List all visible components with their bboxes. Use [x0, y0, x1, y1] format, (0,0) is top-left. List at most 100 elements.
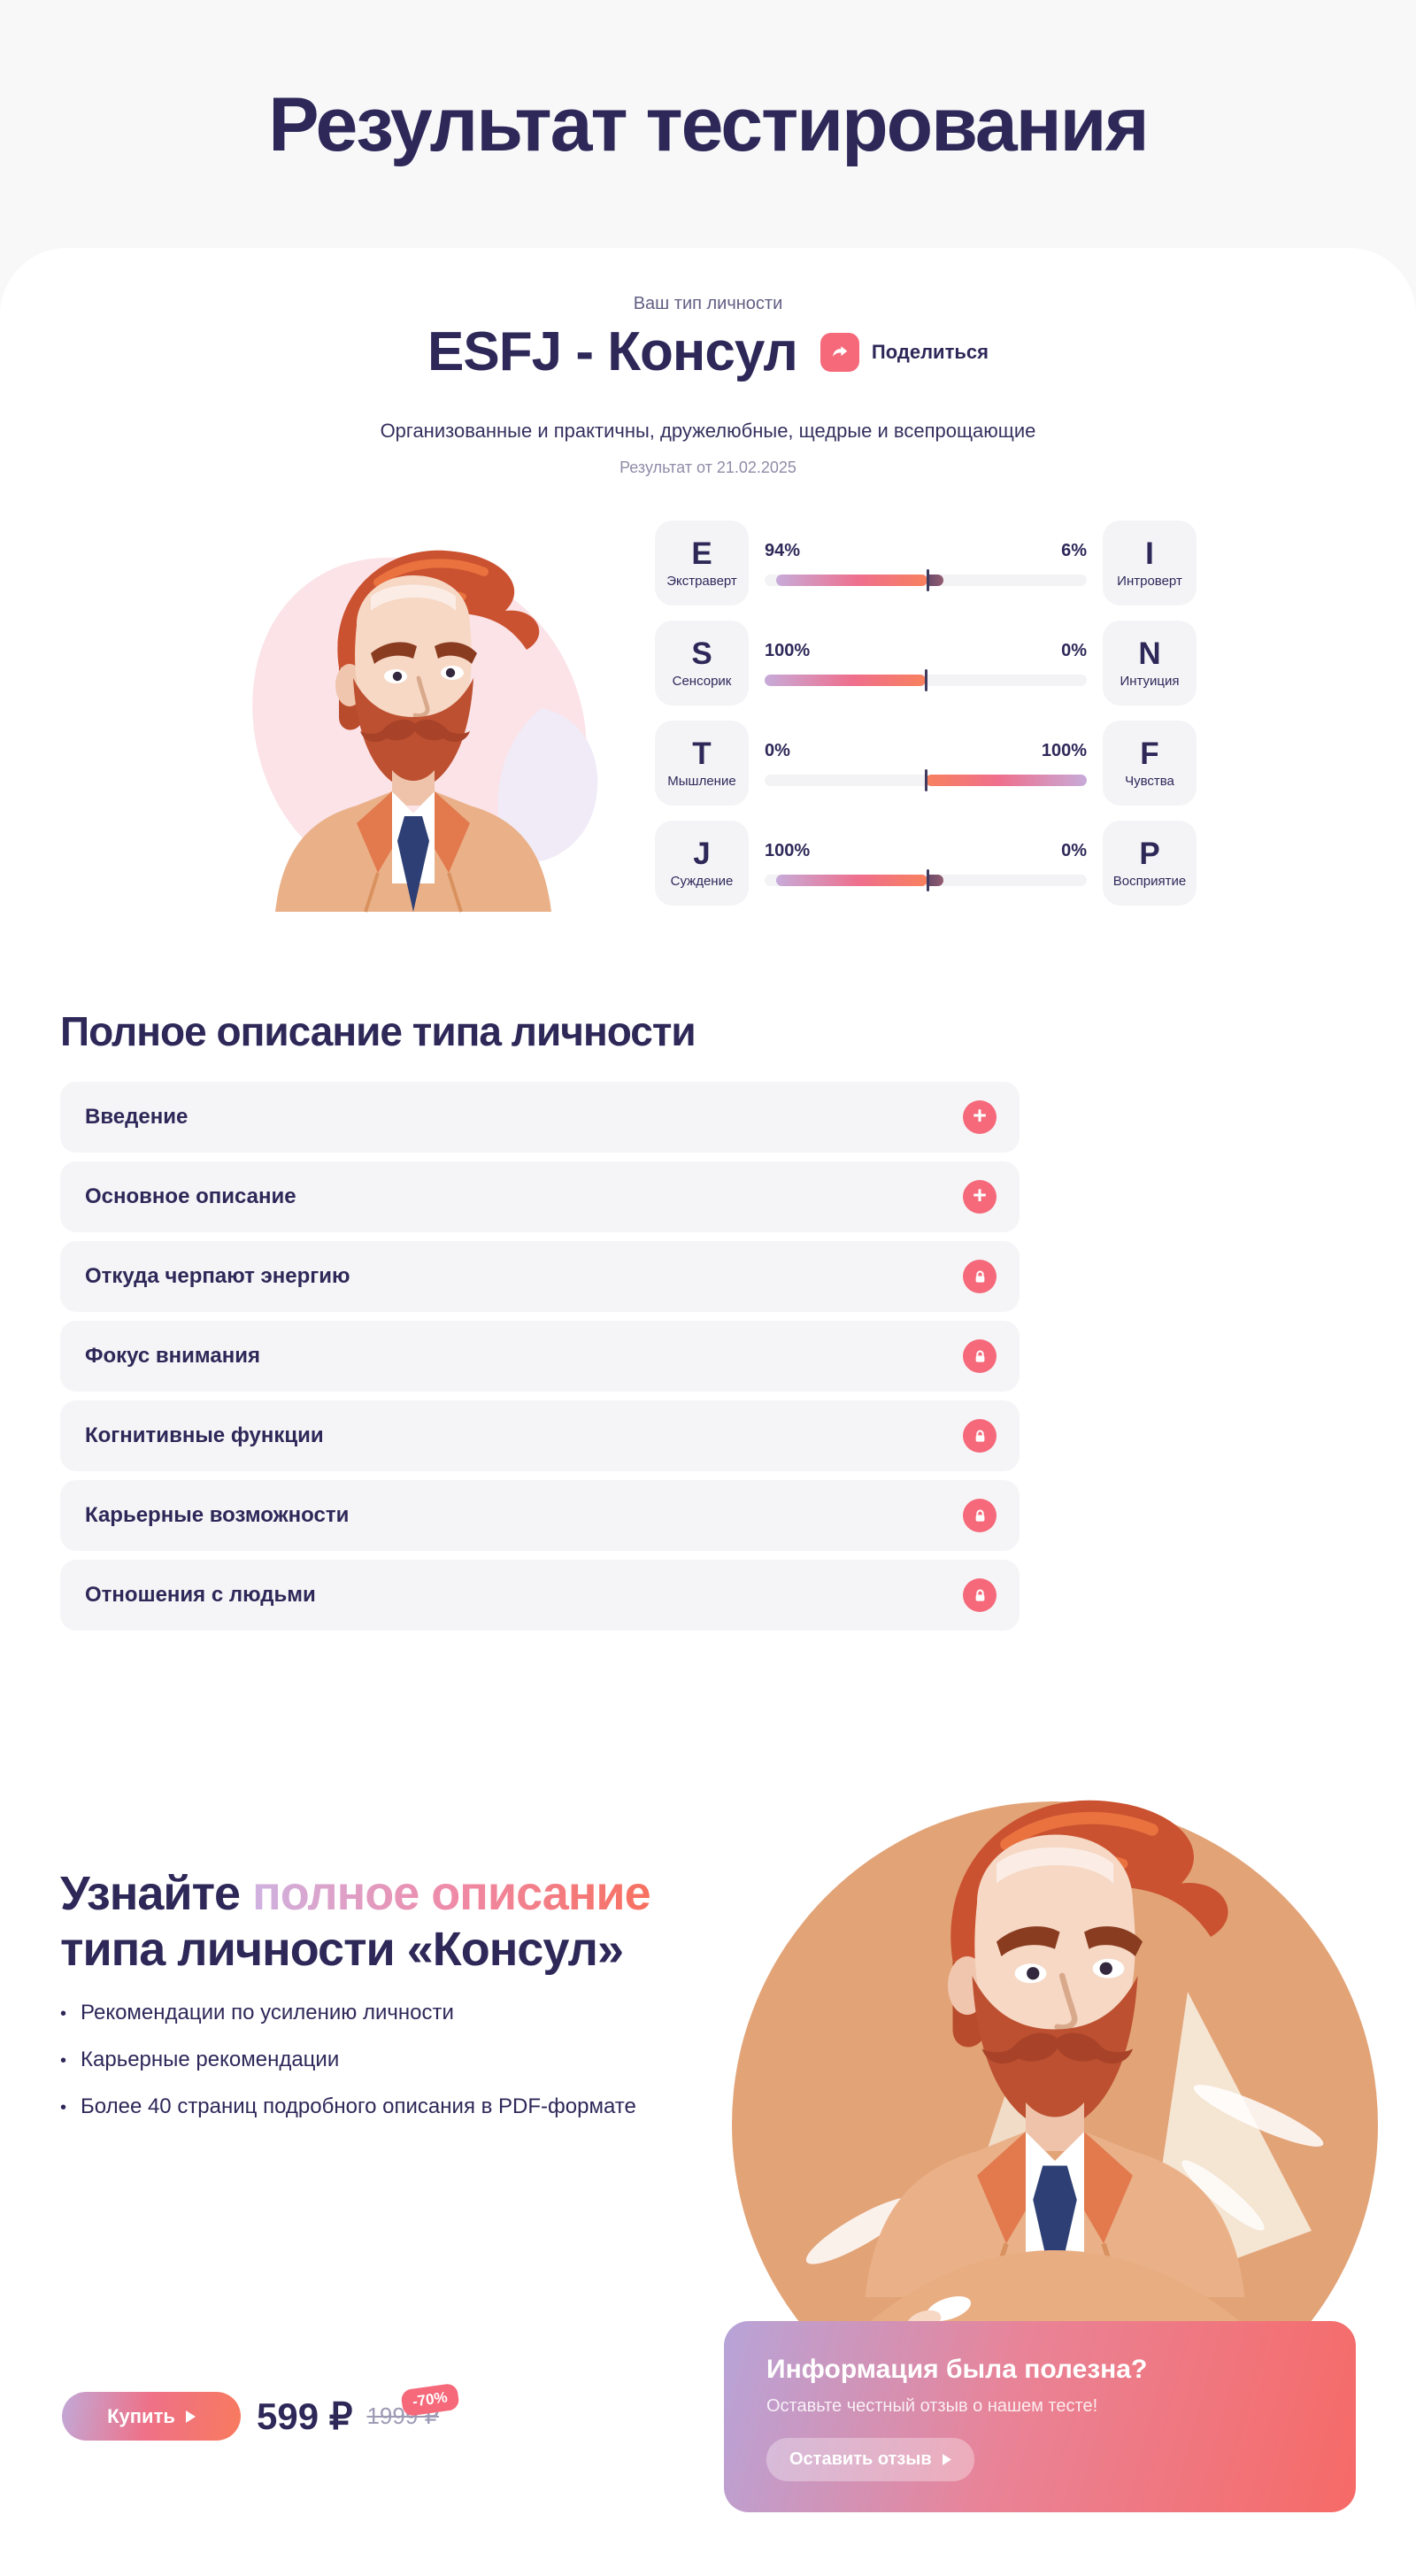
accordion-row[interactable]: Введение +: [60, 1082, 1020, 1153]
trait-bar-cap: [927, 874, 943, 886]
cta-heading-part2: типа личности «Консул»: [60, 1923, 624, 1977]
trait-left-card: E Экстраверт: [655, 521, 749, 605]
accordion-row[interactable]: Карьерные возможности: [60, 1480, 1020, 1551]
trait-bar-fill: [926, 774, 1087, 786]
trait-left-letter: T: [692, 736, 712, 771]
trait-bar-area: 100% 0%: [765, 840, 1087, 891]
trait-left-card: T Мышление: [655, 721, 749, 806]
trait-left-label: Сенсорик: [672, 673, 732, 689]
trait-right-percent: 6%: [1061, 540, 1087, 560]
trait-bar: [765, 568, 1087, 591]
trait-bar-tick: [926, 568, 929, 591]
accordion-row[interactable]: Основное описание +: [60, 1161, 1020, 1232]
trait-right-letter: P: [1139, 836, 1160, 871]
description-accordion: Введение + Основное описание + Откуда че…: [60, 1082, 1020, 1639]
trait-right-card: F Чувства: [1103, 721, 1197, 806]
trait-right-percent: 0%: [1061, 640, 1087, 660]
leave-review-label: Оставить отзыв: [789, 2449, 932, 2469]
bullet-dot-icon: •: [60, 2098, 67, 2117]
cta-bullet-item: • Карьерные рекомендации: [60, 2048, 636, 2072]
trait-right-card: P Восприятие: [1103, 821, 1197, 906]
trait-right-label: Восприятие: [1112, 873, 1187, 889]
trait-right-letter: I: [1145, 536, 1154, 571]
buy-button[interactable]: Купить: [62, 2392, 241, 2441]
cta-heading-highlight: полное описание: [252, 1867, 651, 1920]
trait-right-percent: 0%: [1061, 840, 1087, 860]
page-title: Результат тестирования: [268, 82, 1150, 167]
trait-right-label: Интроверт: [1117, 573, 1182, 589]
expand-plus-icon[interactable]: +: [963, 1100, 997, 1134]
result-card: Ваш тип личности ESFJ - Консул Поделитьс…: [0, 248, 1416, 2576]
trait-row: E Экстраверт 94% 6% I Интроверт: [655, 521, 1197, 605]
accordion-title: Карьерные возможности: [85, 1503, 350, 1527]
trait-bar-tick: [926, 868, 929, 891]
accordion-title: Введение: [85, 1105, 189, 1129]
feedback-heading: Информация была полезна?: [766, 2355, 1148, 2384]
accordion-row[interactable]: Откуда черпают энергию: [60, 1241, 1020, 1312]
share-label: Поделиться: [871, 340, 989, 363]
expand-plus-icon[interactable]: +: [963, 1180, 997, 1214]
accordion-row[interactable]: Фокус внимания: [60, 1321, 1020, 1392]
trait-bar-area: 0% 100%: [765, 740, 1087, 791]
buy-button-label: Купить: [107, 2404, 175, 2427]
accordion-title: Отношения с людьми: [85, 1583, 316, 1607]
bullet-dot-icon: •: [60, 2051, 67, 2071]
lock-icon[interactable]: [963, 1339, 997, 1373]
trait-row: S Сенсорик 100% 0% N Интуиция: [655, 621, 1197, 706]
lock-icon[interactable]: [963, 1499, 997, 1532]
trait-bar-fill: [775, 874, 927, 886]
cta-section: Узнайте полное описание типа личности «К…: [0, 1735, 1416, 2576]
type-subtitle: Организованные и практичны, дружелюбные,…: [380, 420, 1036, 442]
trait-left-percent: 94%: [765, 540, 801, 560]
trait-bar: [765, 768, 1087, 791]
cta-bullet-text: Рекомендации по усилению личности: [81, 2001, 454, 2025]
cta-bullet-item: • Рекомендации по усилению личности: [60, 2001, 636, 2025]
avatar-illustration: [205, 513, 621, 921]
trait-row: J Суждение 100% 0% P Восприятие: [655, 821, 1197, 906]
cta-bullet-text: Карьерные рекомендации: [81, 2048, 340, 2071]
trait-left-label: Экстраверт: [666, 573, 737, 589]
trait-left-percent: 100%: [765, 840, 811, 860]
trait-right-label: Интуиция: [1120, 673, 1180, 689]
trait-bar-tick: [925, 768, 927, 791]
share-button[interactable]: Поделиться: [820, 332, 989, 372]
cta-bullet-text: Более 40 страниц подробного описания в P…: [81, 2094, 636, 2118]
lock-icon[interactable]: [963, 1419, 997, 1453]
share-icon[interactable]: [820, 332, 859, 372]
trait-bar-area: 100% 0%: [765, 640, 1087, 691]
trait-right-card: I Интроверт: [1103, 521, 1197, 605]
lock-icon[interactable]: [963, 1578, 997, 1612]
traits-list: E Экстраверт 94% 6% I Интроверт S Сенсор…: [655, 521, 1197, 921]
accordion-title: Когнитивные функции: [85, 1423, 324, 1447]
result-eyebrow: Ваш тип личности: [633, 294, 783, 313]
accordion-title: Фокус внимания: [85, 1344, 260, 1368]
result-date: Результат от 21.02.2025: [620, 459, 796, 476]
trait-left-letter: J: [693, 836, 711, 871]
trait-left-card: J Суждение: [655, 821, 749, 906]
cta-bullet-list: • Рекомендации по усилению личности • Ка…: [60, 2001, 636, 2141]
accordion-row[interactable]: Отношения с людьми: [60, 1560, 1020, 1631]
feedback-card: Информация была полезна? Оставьте честны…: [724, 2321, 1356, 2512]
trait-left-percent: 0%: [765, 740, 790, 760]
trait-bar-fill: [775, 574, 927, 586]
trait-bar-tick: [925, 668, 927, 691]
accordion-title: Основное описание: [85, 1184, 296, 1208]
personality-type-title: ESFJ - Консул: [427, 321, 798, 382]
trait-left-label: Мышление: [667, 773, 736, 789]
discount-badge: -70%: [400, 2382, 460, 2418]
trait-right-letter: N: [1138, 636, 1161, 671]
trait-right-letter: F: [1140, 736, 1159, 771]
buy-row: Купить 599 ₽ 1999 ₽ -70%: [62, 2382, 460, 2441]
trait-right-label: Чувства: [1125, 773, 1174, 789]
trait-right-percent: 100%: [1041, 740, 1087, 760]
accordion-row[interactable]: Когнитивные функции: [60, 1400, 1020, 1471]
cta-heading-part1: Узнайте: [60, 1867, 241, 1920]
trait-bar-area: 94% 6%: [765, 540, 1087, 591]
cta-bullet-item: • Более 40 страниц подробного описания в…: [60, 2094, 636, 2119]
leave-review-button[interactable]: Оставить отзыв: [766, 2438, 974, 2481]
bullet-dot-icon: •: [60, 2004, 67, 2024]
lock-icon[interactable]: [963, 1260, 997, 1293]
chevron-right-icon: [185, 2410, 196, 2423]
chevron-right-icon: [942, 2454, 951, 2465]
trait-left-label: Суждение: [670, 873, 734, 889]
